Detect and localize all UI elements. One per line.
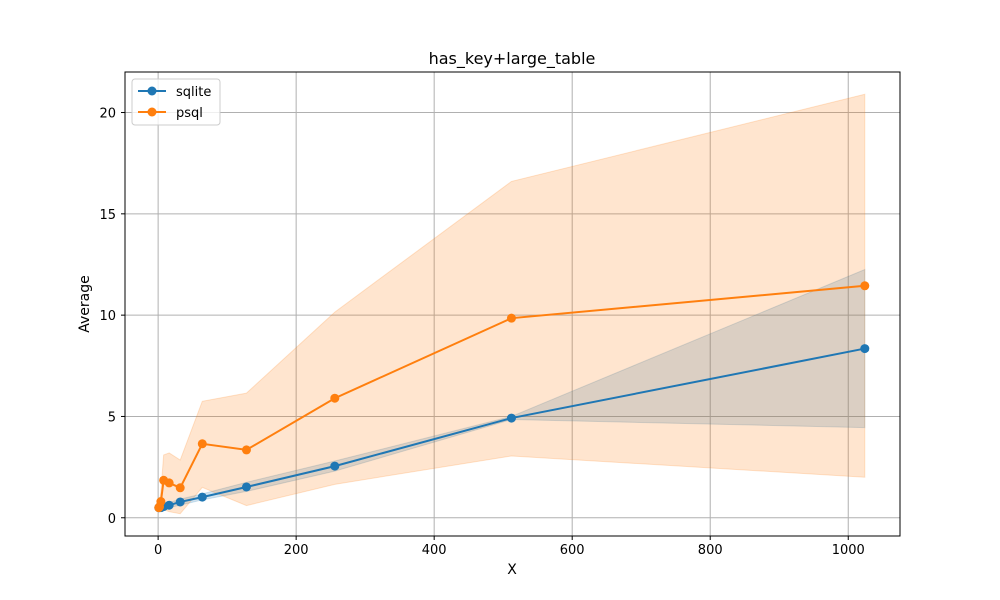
y-tick-label: 20 [99, 107, 116, 122]
y-tick-label: 5 [108, 410, 116, 425]
legend-marker-psql [147, 107, 157, 117]
series-markers [154, 281, 870, 513]
x-tick-label: 200 [284, 543, 309, 558]
point-psql [156, 497, 166, 507]
x-tick-label: 400 [422, 543, 447, 558]
point-sqlite [164, 500, 174, 510]
y-tick-label: 0 [108, 512, 116, 527]
y-tick-label: 15 [99, 208, 116, 223]
point-sqlite [330, 461, 340, 471]
point-sqlite [197, 492, 207, 502]
x-tick-label: 800 [698, 543, 723, 558]
legend-label-sqlite: sqlite [176, 85, 211, 100]
point-psql [241, 445, 251, 455]
chart-title: has_key+large_table [429, 49, 596, 69]
x-tick-label: 600 [560, 543, 585, 558]
point-psql [506, 313, 516, 323]
legend: sqlite psql [131, 78, 221, 126]
confidence-bands [158, 93, 866, 515]
point-psql [175, 483, 185, 493]
y-axis-ticks: 0 5 10 15 20 [99, 107, 125, 527]
band-psql [158, 93, 866, 515]
point-psql [330, 393, 340, 403]
point-sqlite [506, 413, 516, 423]
y-axis-label: Average [77, 275, 93, 333]
point-sqlite [860, 344, 870, 354]
point-psql [860, 281, 870, 291]
legend-marker-sqlite [147, 86, 157, 96]
point-sqlite [175, 497, 185, 507]
x-axis-label: X [507, 562, 517, 578]
x-axis-ticks: 0 200 400 600 800 1000 [154, 536, 865, 558]
x-tick-label: 0 [154, 543, 162, 558]
point-psql [164, 478, 174, 488]
point-sqlite [241, 482, 251, 492]
x-tick-label: 1000 [832, 543, 865, 558]
plot-frame [124, 71, 901, 537]
legend-label-psql: psql [176, 106, 203, 121]
y-tick-label: 10 [99, 309, 116, 324]
point-psql [197, 439, 207, 449]
